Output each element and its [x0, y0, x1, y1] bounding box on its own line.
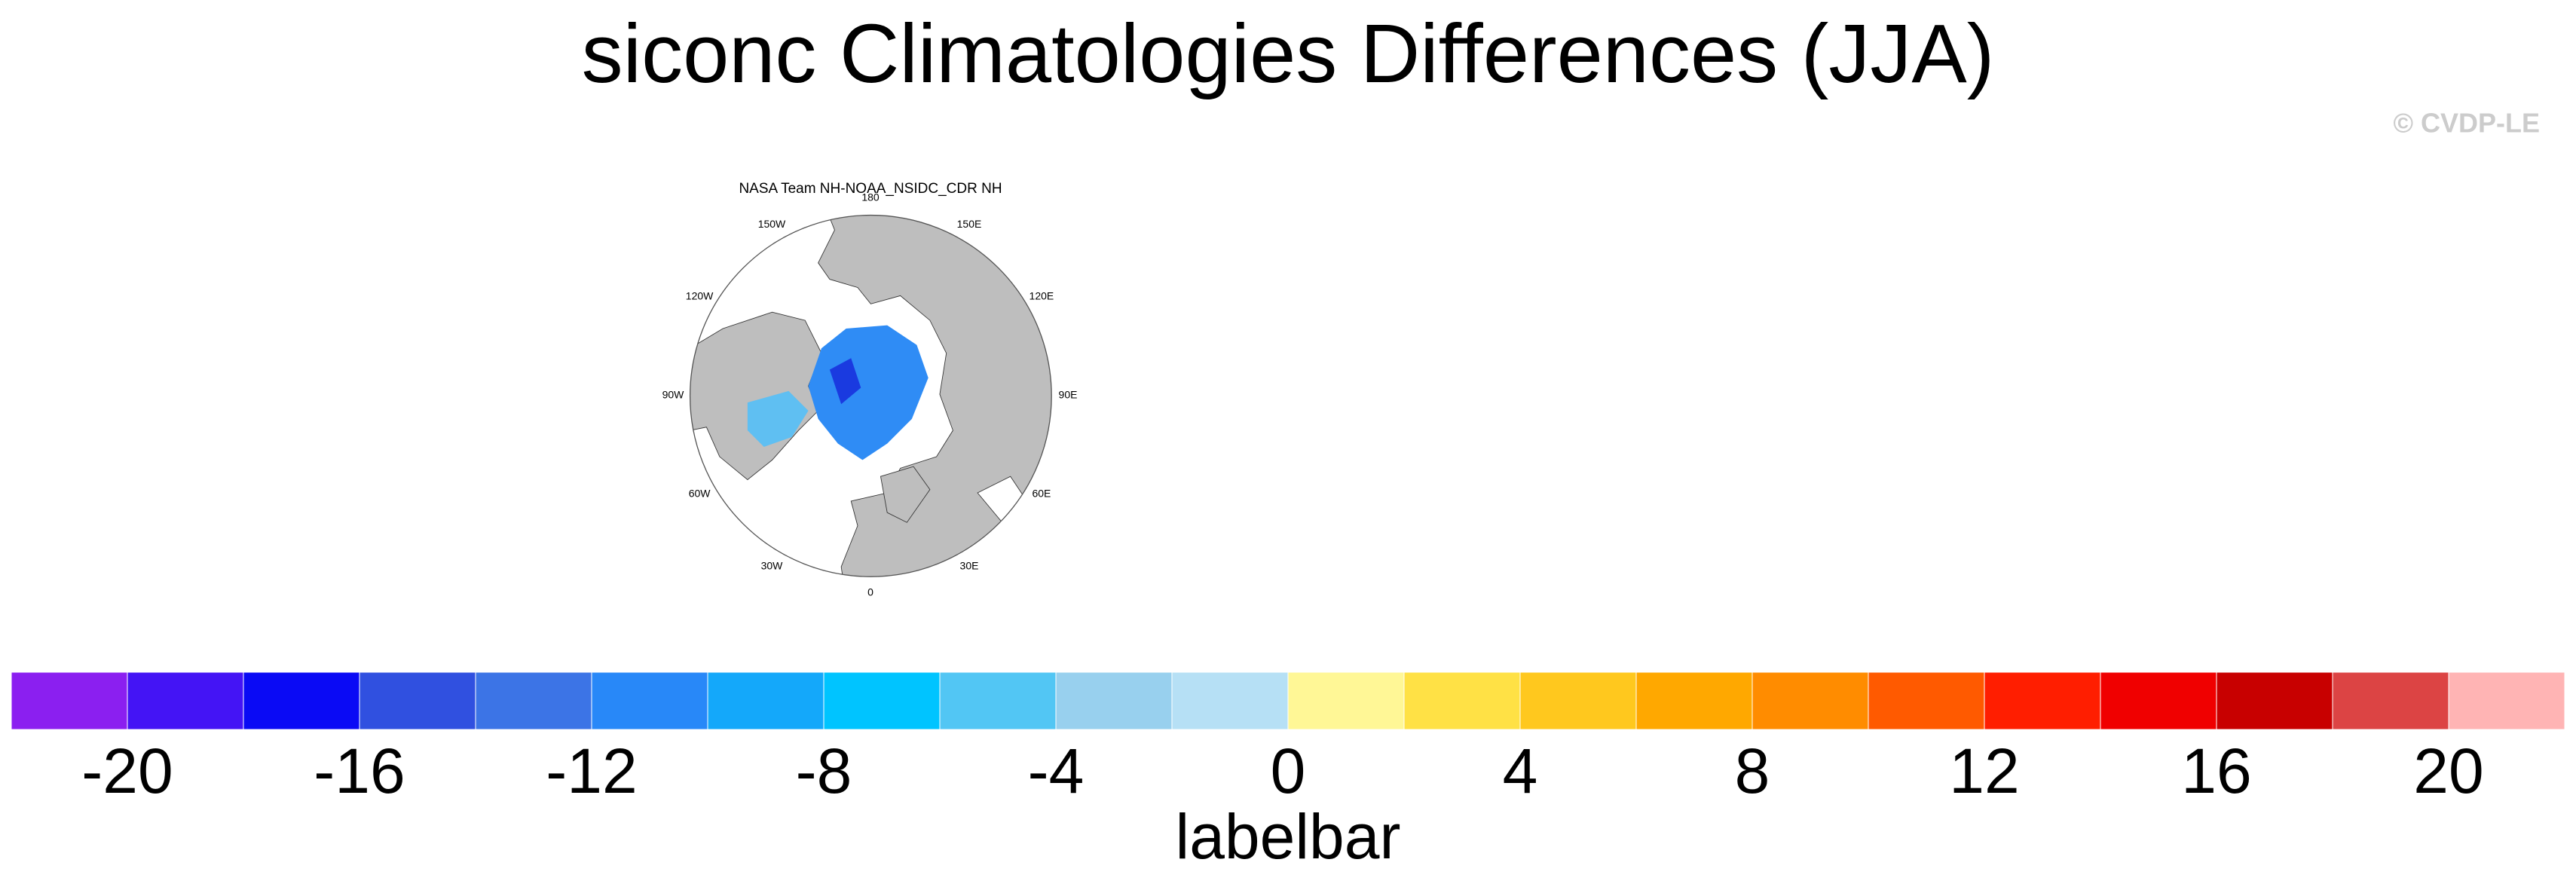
colorbar-box: [2216, 671, 2333, 730]
colorbar-box: [591, 671, 708, 730]
colorbar-box: [2332, 671, 2449, 730]
ice-field: [747, 390, 809, 447]
colorbar-box: [707, 671, 825, 730]
lon-label: 180: [861, 191, 880, 203]
colorbar-tick-label: 0: [1271, 736, 1306, 806]
lon-label: 0: [867, 586, 873, 598]
lon-label: 30W: [761, 560, 784, 572]
colorbar-box: [359, 671, 476, 730]
colorbar-tick-label: -16: [314, 736, 405, 806]
lon-label: 90W: [662, 389, 685, 401]
colorbar-box: [127, 671, 244, 730]
chart-title: siconc Climatologies Differences (JJA): [582, 8, 1995, 100]
colorbar-box: [1984, 671, 2101, 730]
colorbar-box: [1055, 671, 1173, 730]
polar-map: [689, 214, 1052, 577]
colorbar-tick-label: -20: [81, 736, 173, 806]
colorbar-box: [1751, 671, 1869, 730]
map-body: [690, 215, 1052, 577]
watermark: © CVDP-LE: [2393, 108, 2540, 139]
lon-label: 120E: [1029, 290, 1054, 302]
colorbar-box: [1868, 671, 1985, 730]
colorbar-box: [2448, 671, 2565, 730]
colorbar-tick-label: -12: [546, 736, 637, 806]
colorbar-tick-label: 20: [2413, 736, 2483, 806]
lon-label: 120W: [686, 290, 714, 302]
colorbar-box: [11, 671, 128, 730]
ice-field: [829, 358, 861, 405]
colorbar-label: labelbar: [1176, 801, 1401, 872]
colorbar-box: [243, 671, 360, 730]
colorbar-box: [823, 671, 941, 730]
map-border: [689, 214, 1052, 577]
colorbar-box: [475, 671, 592, 730]
colorbar-box: [1287, 671, 1405, 730]
colorbar-tick-label: 16: [2181, 736, 2251, 806]
lon-label: 60E: [1032, 488, 1051, 500]
map-subtitle: NASA Team NH-NOAA_NSIDC_CDR NH: [739, 181, 1002, 197]
colorbar-tick-label: -8: [796, 736, 852, 806]
colorbar-tick-label: 8: [1735, 736, 1770, 806]
colorbar-tick-label: -4: [1028, 736, 1085, 806]
lon-label: 90E: [1059, 389, 1078, 401]
lon-label: 30E: [960, 560, 979, 572]
colorbar-box: [1171, 671, 1289, 730]
colorbar-tick-label: 12: [1949, 736, 2019, 806]
colorbar-box: [1519, 671, 1637, 730]
lon-label: 60W: [689, 488, 711, 500]
land: [880, 466, 931, 523]
colorbar-box: [2100, 671, 2217, 730]
lon-label: 150E: [957, 218, 982, 230]
colorbar-tick-label: 4: [1503, 736, 1538, 806]
lon-label: 150W: [758, 218, 786, 230]
colorbar-box: [939, 671, 1057, 730]
colorbar-box: [1635, 671, 1753, 730]
ice-field: [808, 325, 929, 460]
colorbar-box: [1403, 671, 1521, 730]
